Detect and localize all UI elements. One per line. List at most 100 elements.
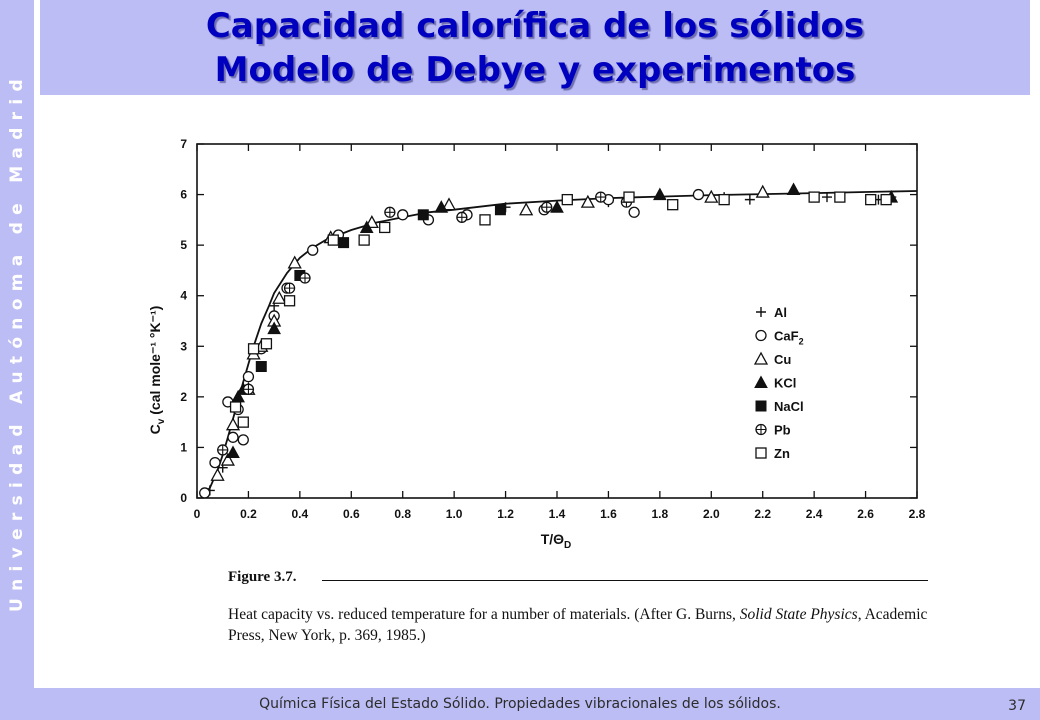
legend-marker-nacl <box>755 400 767 412</box>
point-caf2 <box>692 188 705 201</box>
legend-marker-al <box>756 307 766 317</box>
x-tick-label: 1.8 <box>652 507 669 521</box>
figure-caption: Figure 3.7. Heat capacity vs. reduced te… <box>228 568 933 646</box>
footer-band: Química Física del Estado Sólido. Propie… <box>0 688 1040 720</box>
x-tick-label: 0.6 <box>343 507 360 521</box>
y-tick-label: 7 <box>180 137 187 151</box>
x-tick-label: 1.6 <box>600 507 617 521</box>
point-pb <box>217 444 229 456</box>
legend-label-zn: Zn <box>774 446 790 461</box>
point-cu <box>704 189 719 203</box>
x-tick-label: 0.4 <box>292 507 309 521</box>
university-name: Universidad Autónoma de Madrid <box>7 72 27 612</box>
y-axis-label: Cv (cal mole⁻¹ °K⁻¹) <box>147 306 167 435</box>
caption-book-title: Solid State Physics <box>739 606 858 623</box>
legend-marker-cu <box>753 351 769 365</box>
x-tick-label: 0.8 <box>394 507 411 521</box>
point-zn <box>479 214 491 226</box>
x-tick-label: 1.2 <box>497 507 514 521</box>
point-pb <box>541 201 553 213</box>
point-pb <box>242 383 255 395</box>
point-nacl <box>417 209 429 221</box>
x-tick-label: 1.4 <box>549 507 566 521</box>
point-pb <box>299 272 311 284</box>
point-zn <box>718 193 730 206</box>
legend-label-al: Al <box>774 305 787 320</box>
slide-title-line-1: Capacidad calorífica de los sólidos <box>205 6 865 46</box>
legend-label-nacl: NaCl <box>774 399 804 414</box>
x-tick-label: 0.2 <box>240 507 257 521</box>
point-pb <box>595 191 607 203</box>
point-caf2 <box>199 487 211 499</box>
y-tick-label: 3 <box>180 339 187 353</box>
point-pb <box>384 206 396 218</box>
y-tick-label: 4 <box>180 289 187 303</box>
caption-text-part-2: , Academic Press, New York, p. 369, 1985… <box>228 606 928 644</box>
point-zn <box>865 193 877 206</box>
x-axis-label: T/ΘD <box>541 531 572 551</box>
point-pb <box>283 282 296 294</box>
legend-label-cu: Cu <box>774 352 791 367</box>
point-kcl <box>226 445 240 458</box>
point-kcl <box>267 321 281 335</box>
x-tick-label: 2.2 <box>754 507 771 521</box>
x-tick-label: 2.8 <box>909 507 926 521</box>
legend-label-kcl: KCl <box>774 376 796 391</box>
point-zn <box>327 234 339 246</box>
point-cu <box>272 290 287 304</box>
point-cu <box>210 467 225 481</box>
point-zn <box>561 193 573 206</box>
point-zn <box>667 199 679 211</box>
footer-text: Química Física del Estado Sólido. Propie… <box>259 696 781 712</box>
point-pb <box>456 211 468 223</box>
caption-rule <box>322 580 928 581</box>
debye-curve <box>201 190 918 497</box>
point-caf2 <box>209 456 221 469</box>
legend-label-pb: Pb <box>774 423 791 438</box>
title-banner: Capacidad calorífica de los sólidos Mode… <box>40 0 1030 95</box>
point-caf2 <box>397 209 409 221</box>
point-kcl <box>550 200 564 213</box>
y-tick-label: 2 <box>180 390 187 404</box>
y-tick-label: 5 <box>180 238 187 252</box>
point-zn <box>229 401 242 413</box>
y-tick-label: 6 <box>180 188 187 202</box>
x-tick-label: 1.0 <box>446 507 463 521</box>
x-tick-label: 2.0 <box>703 507 720 521</box>
page-number: 37 <box>1008 698 1026 714</box>
point-zn <box>237 416 249 428</box>
caption-text: Heat capacity vs. reduced temperature fo… <box>228 604 933 646</box>
point-nacl <box>338 237 350 249</box>
point-caf2 <box>628 206 640 218</box>
point-zn <box>358 234 370 246</box>
point-cu <box>225 417 241 431</box>
sidebar-band: Universidad Autónoma de Madrid <box>0 0 34 720</box>
point-zn <box>283 295 296 307</box>
heat-capacity-chart: 0 0.2 0.4 0.6 0.8 1.0 1.2 1.4 1.6 1.8 2.0 2.2 2.4 2.6… <box>147 137 926 551</box>
point-zn <box>623 191 635 203</box>
legend-marker-pb <box>755 423 767 436</box>
point-zn <box>834 191 846 203</box>
point-caf2 <box>242 370 255 383</box>
point-cu <box>287 255 302 269</box>
x-tick-label: 2.6 <box>857 507 874 521</box>
point-cu <box>220 452 235 466</box>
point-al <box>744 194 755 205</box>
point-kcl <box>653 187 667 201</box>
legend-marker-caf2 <box>755 329 767 342</box>
point-caf2 <box>237 434 249 446</box>
y-tick-label: 0 <box>180 491 187 505</box>
caption-text-part-1: Heat capacity vs. reduced temperature fo… <box>228 606 740 623</box>
point-cu <box>519 202 534 216</box>
point-zn <box>379 221 391 234</box>
point-zn <box>808 191 820 203</box>
point-cu <box>441 197 457 211</box>
slide-title-line-2: Modelo de Debye y experimentos <box>214 50 856 90</box>
figure-label: Figure 3.7. <box>228 569 297 585</box>
point-kcl <box>359 220 374 233</box>
point-cu <box>580 194 595 208</box>
point-kcl <box>786 182 801 196</box>
x-tick-label: 0 <box>194 507 201 521</box>
point-zn <box>260 338 273 350</box>
point-cu <box>755 184 770 198</box>
